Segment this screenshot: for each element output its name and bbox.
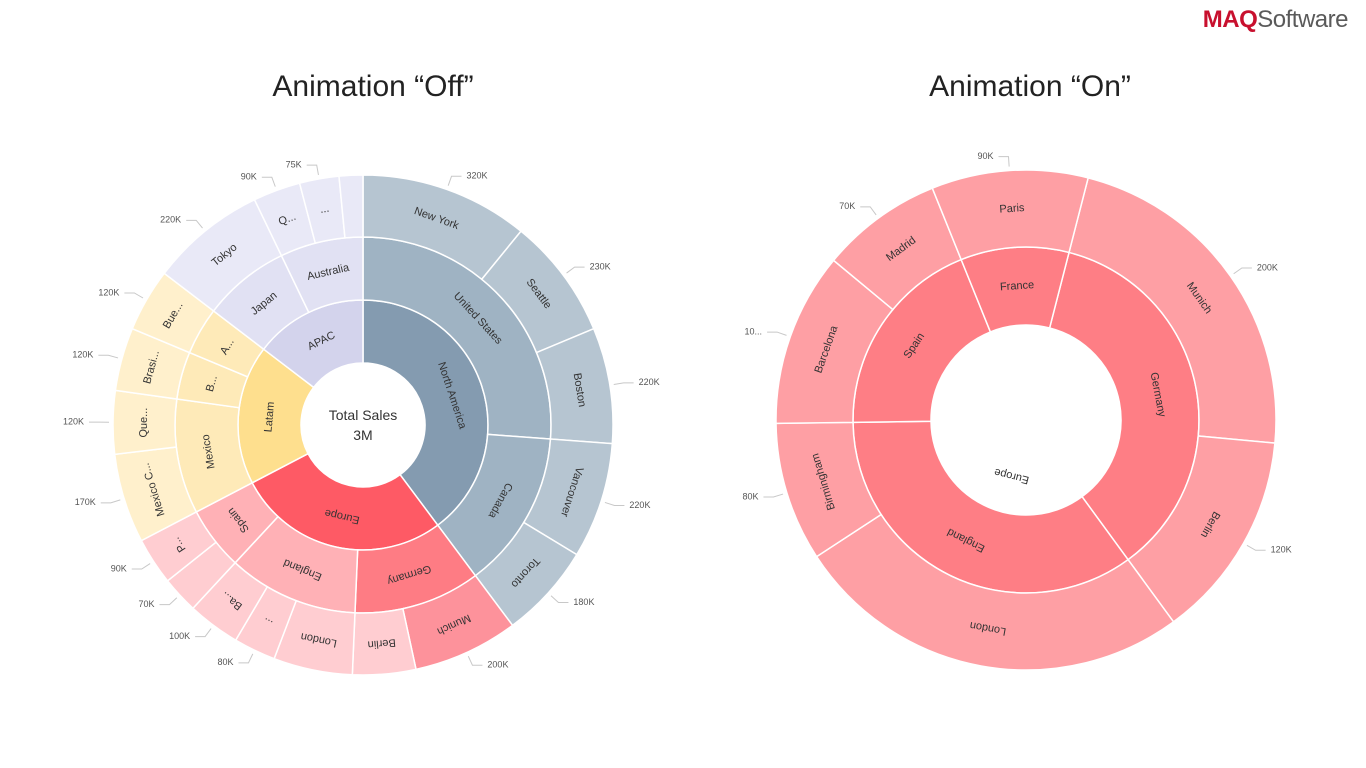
chart-title-left: Animation “Off” xyxy=(272,70,474,103)
value-label: 100K xyxy=(169,631,190,641)
leader-line xyxy=(131,563,151,570)
value-label: 10... xyxy=(745,326,763,336)
brand-software: Software xyxy=(1257,6,1348,33)
value-label: 220K xyxy=(160,215,181,225)
value-label: 80K xyxy=(217,657,233,667)
leader-line xyxy=(1246,544,1266,551)
leader-line xyxy=(447,175,462,186)
leader-line xyxy=(613,382,634,385)
value-label: 170K xyxy=(75,497,96,507)
leader-line xyxy=(763,493,784,498)
segment-label-que: Que... xyxy=(138,408,150,438)
value-label: 80K xyxy=(742,491,758,501)
value-label: 320K xyxy=(467,171,488,181)
value-label: 120K xyxy=(72,350,93,360)
segment-label-paris: Paris xyxy=(999,202,1025,216)
leader-line xyxy=(124,292,144,299)
leader-line xyxy=(860,206,877,216)
brand-logo: MAQSoftware xyxy=(1202,6,1349,34)
segment-label-france: France xyxy=(1000,279,1035,293)
segment-london xyxy=(815,513,1175,671)
value-label: 90K xyxy=(977,151,993,161)
center-hole-right xyxy=(1006,400,1046,440)
center-label: Total Sales xyxy=(329,407,397,423)
value-label: 220K xyxy=(629,500,650,510)
segment-label-b: B... xyxy=(204,374,220,393)
segment-label-berlin: Berlin xyxy=(367,636,396,650)
leader-line xyxy=(604,501,625,507)
brand-maq: MAQ xyxy=(1202,6,1258,33)
leader-line xyxy=(195,628,212,638)
segment-label-q: Q... xyxy=(277,211,298,228)
segment-segment xyxy=(338,174,364,239)
segment-label-latam: Latam xyxy=(262,401,277,432)
leader-line xyxy=(566,266,585,274)
value-label: 200K xyxy=(487,660,508,670)
leader-line xyxy=(186,219,203,229)
leader-line xyxy=(238,653,254,664)
value-label: 200K xyxy=(1257,262,1278,272)
leader-line xyxy=(467,655,483,666)
segment-europe xyxy=(1030,327,1051,401)
leader-line xyxy=(306,164,319,176)
value-label: 90K xyxy=(241,172,257,182)
segment-label-mexico: Mexico xyxy=(200,433,218,469)
center-value: 3M xyxy=(353,427,372,443)
value-label: 230K xyxy=(590,261,611,271)
value-label: 180K xyxy=(573,597,594,607)
value-label: 120K xyxy=(63,417,84,427)
center-hole xyxy=(301,363,425,487)
segment-label-boston: Boston xyxy=(571,372,588,408)
value-label: 120K xyxy=(1271,545,1292,555)
segment-paris xyxy=(931,169,1090,261)
segment-label-europe: Europe xyxy=(993,466,1030,486)
chart-title-right: Animation “On” xyxy=(929,70,1131,103)
leader-line xyxy=(1233,267,1252,275)
leader-line xyxy=(998,156,1010,167)
leader-line xyxy=(98,354,119,359)
leader-line xyxy=(261,176,276,187)
value-label: 70K xyxy=(138,599,154,609)
segment-label-segment: ... xyxy=(319,203,330,216)
value-label: 70K xyxy=(839,201,855,211)
leader-line xyxy=(100,499,121,504)
value-label: 120K xyxy=(98,287,119,297)
value-label: 90K xyxy=(111,563,127,573)
leader-line xyxy=(550,595,569,603)
leader-line xyxy=(159,597,178,606)
leader-line xyxy=(767,331,787,336)
value-label: 220K xyxy=(639,377,660,387)
value-label: 75K xyxy=(286,159,302,169)
